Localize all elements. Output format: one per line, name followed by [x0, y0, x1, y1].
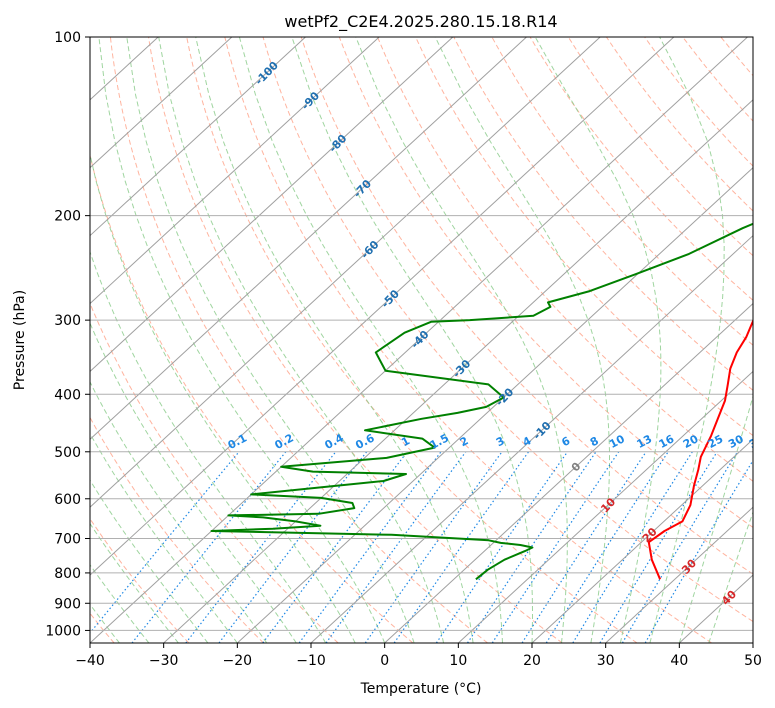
y-tick-label: 200 — [54, 209, 81, 225]
y-tick-label: 700 — [54, 532, 81, 548]
isotherm — [90, 37, 601, 508]
x-tick-label: −20 — [223, 653, 253, 669]
moist-adiabat — [90, 432, 238, 643]
mixing-ratio-label: 30 — [726, 432, 746, 451]
isotherms — [90, 37, 753, 643]
mixing-ratio-line — [599, 451, 718, 643]
mixing-ratio-line — [393, 451, 530, 643]
mixing-ratio-line — [325, 451, 467, 643]
mixing-ratio-line — [218, 451, 368, 643]
dry-adiabat — [262, 37, 753, 623]
moist-adiabat — [90, 380, 268, 643]
dry-adiabat — [148, 37, 563, 643]
mixing-ratio-label: 13 — [635, 432, 655, 451]
moist-adiabat — [355, 37, 568, 643]
dry-adiabat — [90, 302, 339, 643]
pressure-gridlines — [90, 37, 753, 631]
moist-adiabat — [90, 250, 327, 643]
y-axis: 100 200 300 400 500 600 700 800 900 1000 — [45, 30, 90, 639]
mixing-ratio-label: 36 — [747, 432, 767, 451]
mixing-ratio-label: 20 — [681, 432, 701, 451]
x-tick-label: 30 — [597, 653, 615, 669]
x-tick-label: 20 — [523, 653, 541, 669]
profile-lines — [210, 222, 753, 581]
mixing-ratio-label: 25 — [706, 432, 726, 451]
isotherm — [90, 37, 380, 305]
moist-adiabat — [90, 152, 356, 643]
chart-title: wetPf2_C2E4.2025.280.15.18.R14 — [284, 12, 557, 32]
isotherm — [90, 37, 454, 373]
moist-adiabat — [158, 37, 445, 643]
x-axis: −40 −30 −20 −10 0 10 20 30 40 50 — [75, 643, 762, 669]
mixing-ratio-line — [572, 451, 693, 643]
isotherm — [90, 37, 675, 576]
mixing-ratio-label: 16 — [657, 432, 677, 451]
moist-adiabat — [678, 394, 753, 643]
mixing-ratio-line — [521, 451, 647, 643]
isotherm — [457, 370, 753, 643]
dry-adiabat — [224, 37, 712, 643]
mixing-ratio-line — [364, 451, 503, 643]
dry-adiabat — [605, 37, 753, 212]
x-tick-label: −10 — [296, 653, 326, 669]
isotherm — [236, 167, 753, 643]
moist-adiabat — [195, 37, 474, 643]
x-tick-label: −40 — [75, 653, 105, 669]
moist-adiabat — [534, 37, 662, 643]
y-tick-label: 400 — [54, 387, 81, 403]
dry-adiabat — [90, 153, 414, 643]
mixing-ratio-line — [435, 451, 568, 643]
isotherm — [90, 37, 748, 643]
isotherm — [90, 37, 233, 169]
dry-adiabat — [90, 517, 190, 643]
y-tick-label: 500 — [54, 445, 81, 461]
moist-adiabat — [90, 479, 209, 643]
moist-adiabat — [649, 37, 725, 643]
y-tick-label: 800 — [54, 566, 81, 582]
isotherm — [90, 37, 306, 237]
y-axis-label: Pressure (hPa) — [12, 290, 28, 390]
x-axis-label: Temperature (°C) — [360, 681, 482, 697]
moist-adiabat — [434, 37, 610, 643]
dry-adiabat — [567, 37, 753, 257]
dry-adiabat — [300, 37, 753, 575]
x-tick-label: 0 — [380, 653, 389, 669]
dry-adiabat — [377, 37, 753, 482]
dry-adiabat — [186, 37, 638, 643]
y-tick-label: 300 — [54, 313, 81, 329]
mixing-ratio-line — [90, 451, 240, 634]
isotherm — [531, 438, 753, 643]
mixing-ratio-line — [644, 459, 753, 643]
dewpoint-line — [210, 222, 753, 581]
moist-adiabat — [238, 37, 503, 643]
mixing-ratio-line — [185, 451, 337, 643]
y-tick-label: 100 — [54, 30, 81, 46]
x-tick-label: 40 — [670, 653, 688, 669]
plot-frame — [89, 36, 754, 644]
mixing-ratio-label: 10 — [607, 432, 627, 451]
moist-adiabat — [291, 37, 533, 643]
x-tick-label: 10 — [449, 653, 467, 669]
y-tick-label: 600 — [54, 492, 81, 508]
y-tick-label: 900 — [54, 596, 81, 612]
y-tick-label: 1000 — [45, 623, 81, 639]
x-tick-label: −30 — [149, 653, 179, 669]
moist-adiabat — [90, 322, 297, 643]
temperature-line — [647, 318, 753, 580]
isotherm — [605, 506, 753, 643]
mixing-ratio-line — [131, 451, 287, 643]
moist-adiabat — [708, 510, 753, 643]
isotherm — [90, 37, 527, 440]
dry-adiabat — [338, 37, 753, 529]
isotherm — [163, 99, 753, 643]
dry-adiabat — [529, 37, 753, 301]
x-tick-label: 50 — [744, 653, 762, 669]
moist-adiabat — [98, 37, 386, 643]
isotherm — [310, 234, 753, 643]
